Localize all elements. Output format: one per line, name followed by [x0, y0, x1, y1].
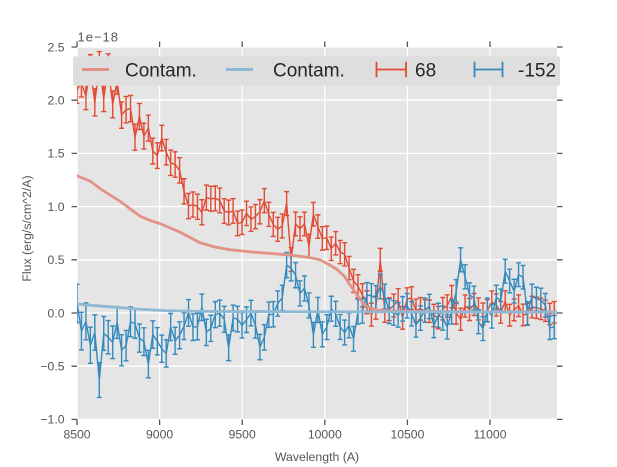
svg-text:0.5: 0.5	[48, 253, 65, 267]
svg-text:9500: 9500	[229, 428, 256, 442]
svg-text:0.0: 0.0	[48, 306, 65, 320]
svg-text:1.5: 1.5	[48, 147, 65, 161]
svg-text:1e−18: 1e−18	[78, 30, 120, 45]
svg-text:10000: 10000	[308, 428, 342, 442]
svg-text:8500: 8500	[63, 428, 90, 442]
svg-text:10500: 10500	[390, 428, 424, 442]
svg-text:68: 68	[415, 61, 436, 82]
svg-text:−0.5: −0.5	[40, 360, 64, 374]
svg-text:1.0: 1.0	[48, 200, 65, 214]
svg-text:−1.0: −1.0	[40, 413, 64, 427]
svg-text:9000: 9000	[146, 428, 173, 442]
svg-text:Wavelength (A): Wavelength (A)	[275, 450, 359, 464]
svg-text:2.0: 2.0	[48, 94, 65, 108]
svg-text:Contam.: Contam.	[125, 61, 197, 82]
svg-text:2.5: 2.5	[48, 40, 65, 54]
svg-text:Flux (erg/s/cm^2/A): Flux (erg/s/cm^2/A)	[20, 175, 34, 281]
svg-text:11000: 11000	[474, 428, 507, 442]
svg-text:-152: -152	[518, 61, 556, 82]
svg-text:Contam.: Contam.	[273, 61, 345, 82]
